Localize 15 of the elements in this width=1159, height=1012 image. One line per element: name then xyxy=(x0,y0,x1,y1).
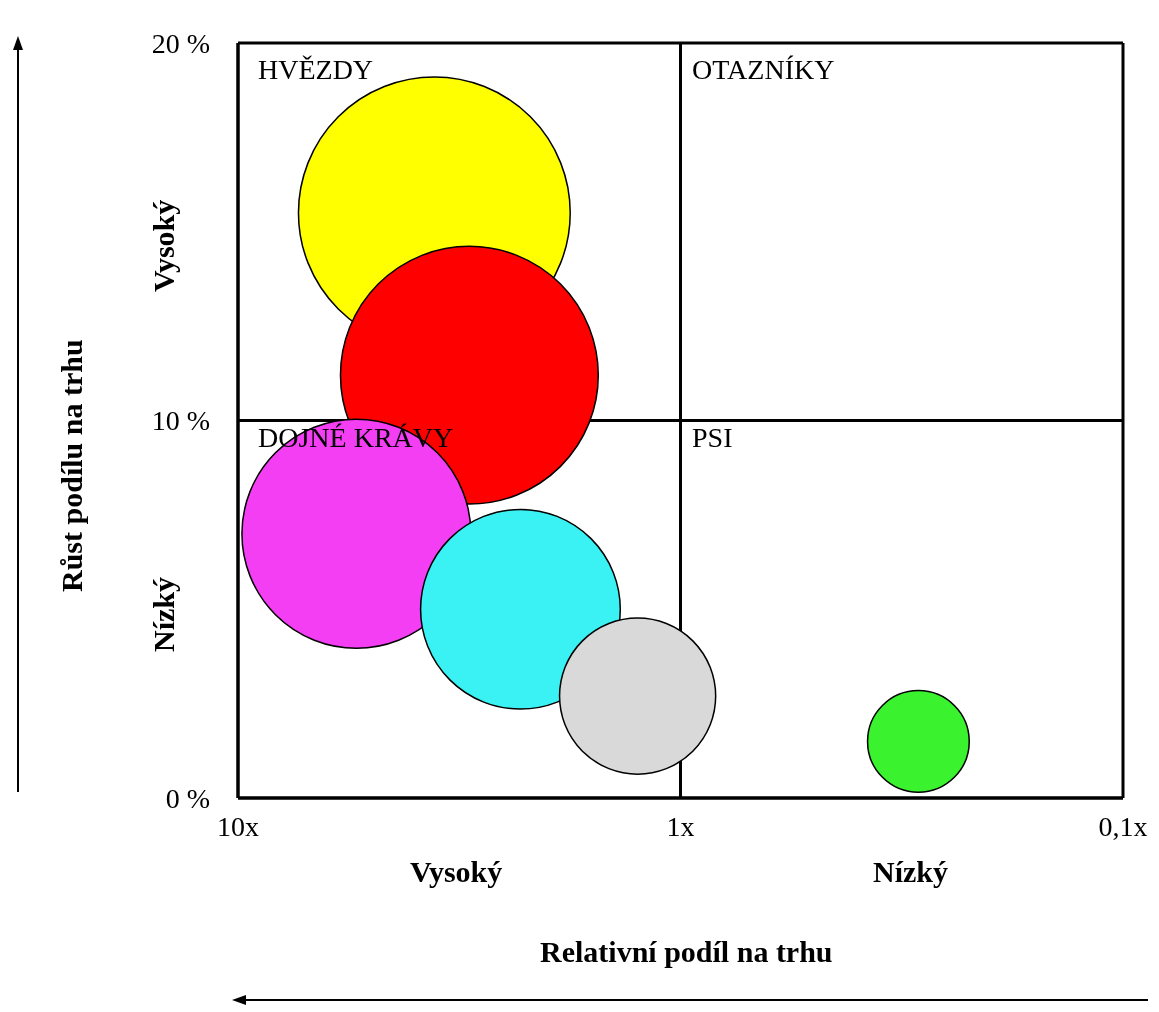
x-tick-label: 1x xyxy=(666,810,695,842)
x-tick-label: 10x xyxy=(217,810,259,842)
text: Vysoký xyxy=(410,855,503,888)
y-axis-title: Růst podílu na trhu xyxy=(55,339,88,592)
annotation: PSI xyxy=(692,422,733,454)
x-tick-label: 0,1x xyxy=(1098,810,1148,842)
y-tick-label: 20 % xyxy=(151,27,210,59)
annotation: OTAZNÍKY xyxy=(692,54,835,86)
y-tick-label: 0 % xyxy=(165,782,210,814)
text: Nízký xyxy=(873,855,948,888)
text: Nízký xyxy=(147,577,180,652)
annotation: HVĚZDY xyxy=(258,54,374,86)
text: Vysoký xyxy=(147,199,180,292)
x-axis-title: Relativní podíl na trhu xyxy=(540,935,833,968)
y-tick-label: 10 % xyxy=(151,405,210,437)
